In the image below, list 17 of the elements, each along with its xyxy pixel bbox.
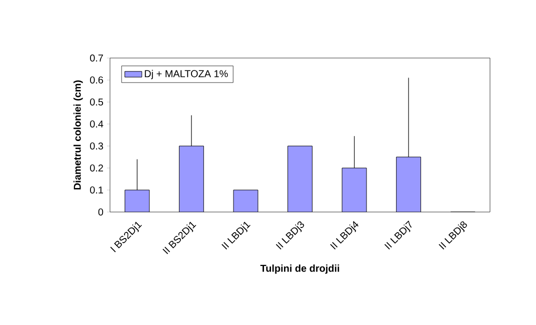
legend-label: Dj + MALTOZA 1% [144,70,228,80]
y-tick-label: 0.1 [90,186,104,194]
y-tick-label: 0.5 [90,98,104,106]
y-tick-label: 0.6 [90,76,104,84]
y-tick-label: 0.4 [90,120,104,128]
y-tick-label: 0.7 [90,54,103,62]
bar [178,146,204,212]
bar [233,190,258,212]
bar [396,156,422,212]
y-tick-label: 0.3 [90,142,104,150]
bar [342,168,367,212]
y-axis-title: Diametrul coloniei (cm) [74,80,83,190]
bar [288,146,312,212]
y-tick-label: 0 [98,208,104,216]
bar [124,190,150,212]
y-tick-label: 0.2 [90,164,103,172]
x-axis-title: Tulpini de drojdii [260,264,340,274]
